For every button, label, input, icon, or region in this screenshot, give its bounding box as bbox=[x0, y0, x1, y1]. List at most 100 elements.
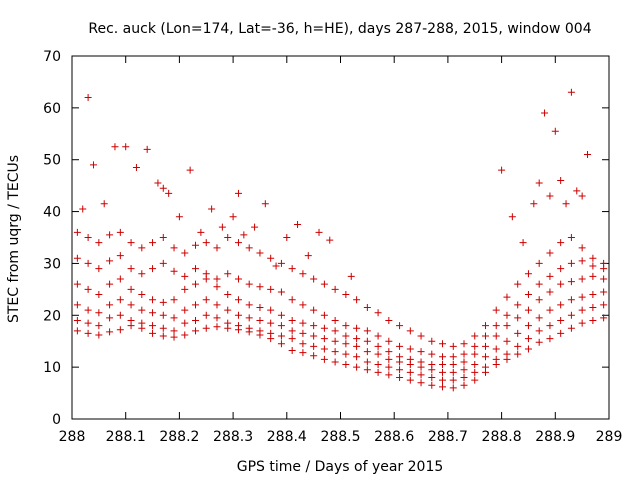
data-point bbox=[95, 265, 103, 273]
data-point bbox=[481, 332, 489, 340]
data-point bbox=[277, 332, 285, 340]
data-point bbox=[374, 332, 382, 340]
data-point bbox=[84, 329, 92, 337]
data-point bbox=[310, 342, 318, 350]
data-point bbox=[256, 283, 264, 291]
data-point bbox=[535, 280, 543, 288]
data-point bbox=[170, 296, 178, 304]
data-point bbox=[116, 252, 124, 260]
data-point bbox=[578, 306, 586, 314]
data-point bbox=[213, 283, 221, 291]
data-point bbox=[481, 322, 489, 330]
data-point bbox=[245, 244, 253, 252]
data-point bbox=[127, 239, 135, 247]
data-point bbox=[132, 163, 140, 171]
data-point bbox=[288, 296, 296, 304]
data-point bbox=[89, 161, 97, 169]
data-point bbox=[106, 257, 114, 265]
data-point bbox=[428, 361, 436, 369]
data-point bbox=[492, 332, 500, 340]
data-point bbox=[213, 275, 221, 283]
data-point bbox=[267, 306, 275, 314]
chart-title: Rec. auck (Lon=174, Lat=-36, h=HE), days… bbox=[88, 21, 591, 37]
data-point bbox=[202, 239, 210, 247]
data-point bbox=[170, 244, 178, 252]
data-point bbox=[73, 327, 81, 335]
data-point bbox=[567, 311, 575, 319]
data-point bbox=[535, 314, 543, 322]
data-point bbox=[170, 333, 178, 341]
data-point bbox=[84, 319, 92, 327]
data-point bbox=[567, 324, 575, 332]
data-point bbox=[471, 332, 479, 340]
data-point bbox=[578, 192, 586, 200]
data-point bbox=[159, 259, 167, 267]
data-point bbox=[277, 288, 285, 296]
data-point bbox=[385, 355, 393, 363]
data-point bbox=[116, 311, 124, 319]
data-point bbox=[234, 275, 242, 283]
data-point bbox=[439, 376, 447, 384]
data-point bbox=[508, 213, 516, 221]
data-point bbox=[224, 234, 232, 241]
data-point bbox=[535, 259, 543, 267]
data-point bbox=[428, 381, 436, 389]
data-point bbox=[578, 257, 586, 265]
data-point bbox=[374, 368, 382, 376]
data-point bbox=[492, 355, 500, 363]
x-tick-labels: 288 288.1 288.2 288.3 288.4 288.5 288.6 288.7 28… bbox=[59, 429, 623, 445]
data-point bbox=[514, 280, 522, 288]
data-point bbox=[551, 127, 559, 135]
data-point bbox=[181, 249, 189, 257]
data-point bbox=[396, 353, 404, 361]
data-point bbox=[342, 332, 350, 340]
data-point bbox=[234, 239, 242, 247]
data-point bbox=[116, 326, 124, 334]
data-point bbox=[73, 301, 81, 309]
data-point bbox=[353, 342, 361, 350]
data-point bbox=[439, 340, 447, 348]
data-point bbox=[514, 342, 522, 350]
data-point bbox=[277, 311, 285, 319]
data-point bbox=[310, 322, 318, 330]
data-point bbox=[557, 239, 565, 247]
data-point bbox=[546, 192, 554, 200]
data-point bbox=[202, 270, 210, 278]
data-point bbox=[127, 285, 135, 293]
data-point bbox=[578, 275, 586, 283]
data-point bbox=[331, 327, 339, 335]
data-point bbox=[498, 166, 506, 174]
data-point bbox=[342, 291, 350, 299]
data-point bbox=[385, 316, 393, 324]
data-point bbox=[310, 352, 318, 360]
x-tick-label: 288.6 bbox=[374, 429, 414, 445]
data-point bbox=[449, 384, 457, 392]
data-point bbox=[267, 319, 275, 327]
data-point bbox=[567, 234, 575, 241]
data-point bbox=[186, 166, 194, 174]
data-point bbox=[310, 332, 318, 340]
data-point bbox=[573, 187, 581, 195]
data-point bbox=[154, 179, 162, 187]
data-point bbox=[449, 376, 457, 384]
data-point bbox=[546, 306, 554, 314]
data-point bbox=[374, 309, 382, 317]
x-tick-label: 288.8 bbox=[482, 429, 522, 445]
data-point bbox=[557, 176, 565, 184]
data-point bbox=[353, 335, 361, 343]
data-point bbox=[460, 381, 468, 389]
data-point bbox=[546, 272, 554, 280]
data-point bbox=[202, 296, 210, 304]
data-point bbox=[481, 363, 489, 371]
data-point bbox=[471, 368, 479, 376]
data-point bbox=[138, 291, 146, 299]
data-point bbox=[320, 280, 328, 288]
data-point bbox=[170, 327, 178, 335]
data-point bbox=[342, 361, 350, 369]
data-point bbox=[149, 309, 157, 317]
data-point bbox=[557, 280, 565, 288]
data-point bbox=[514, 301, 522, 309]
data-point bbox=[224, 270, 232, 278]
data-point bbox=[256, 249, 264, 257]
